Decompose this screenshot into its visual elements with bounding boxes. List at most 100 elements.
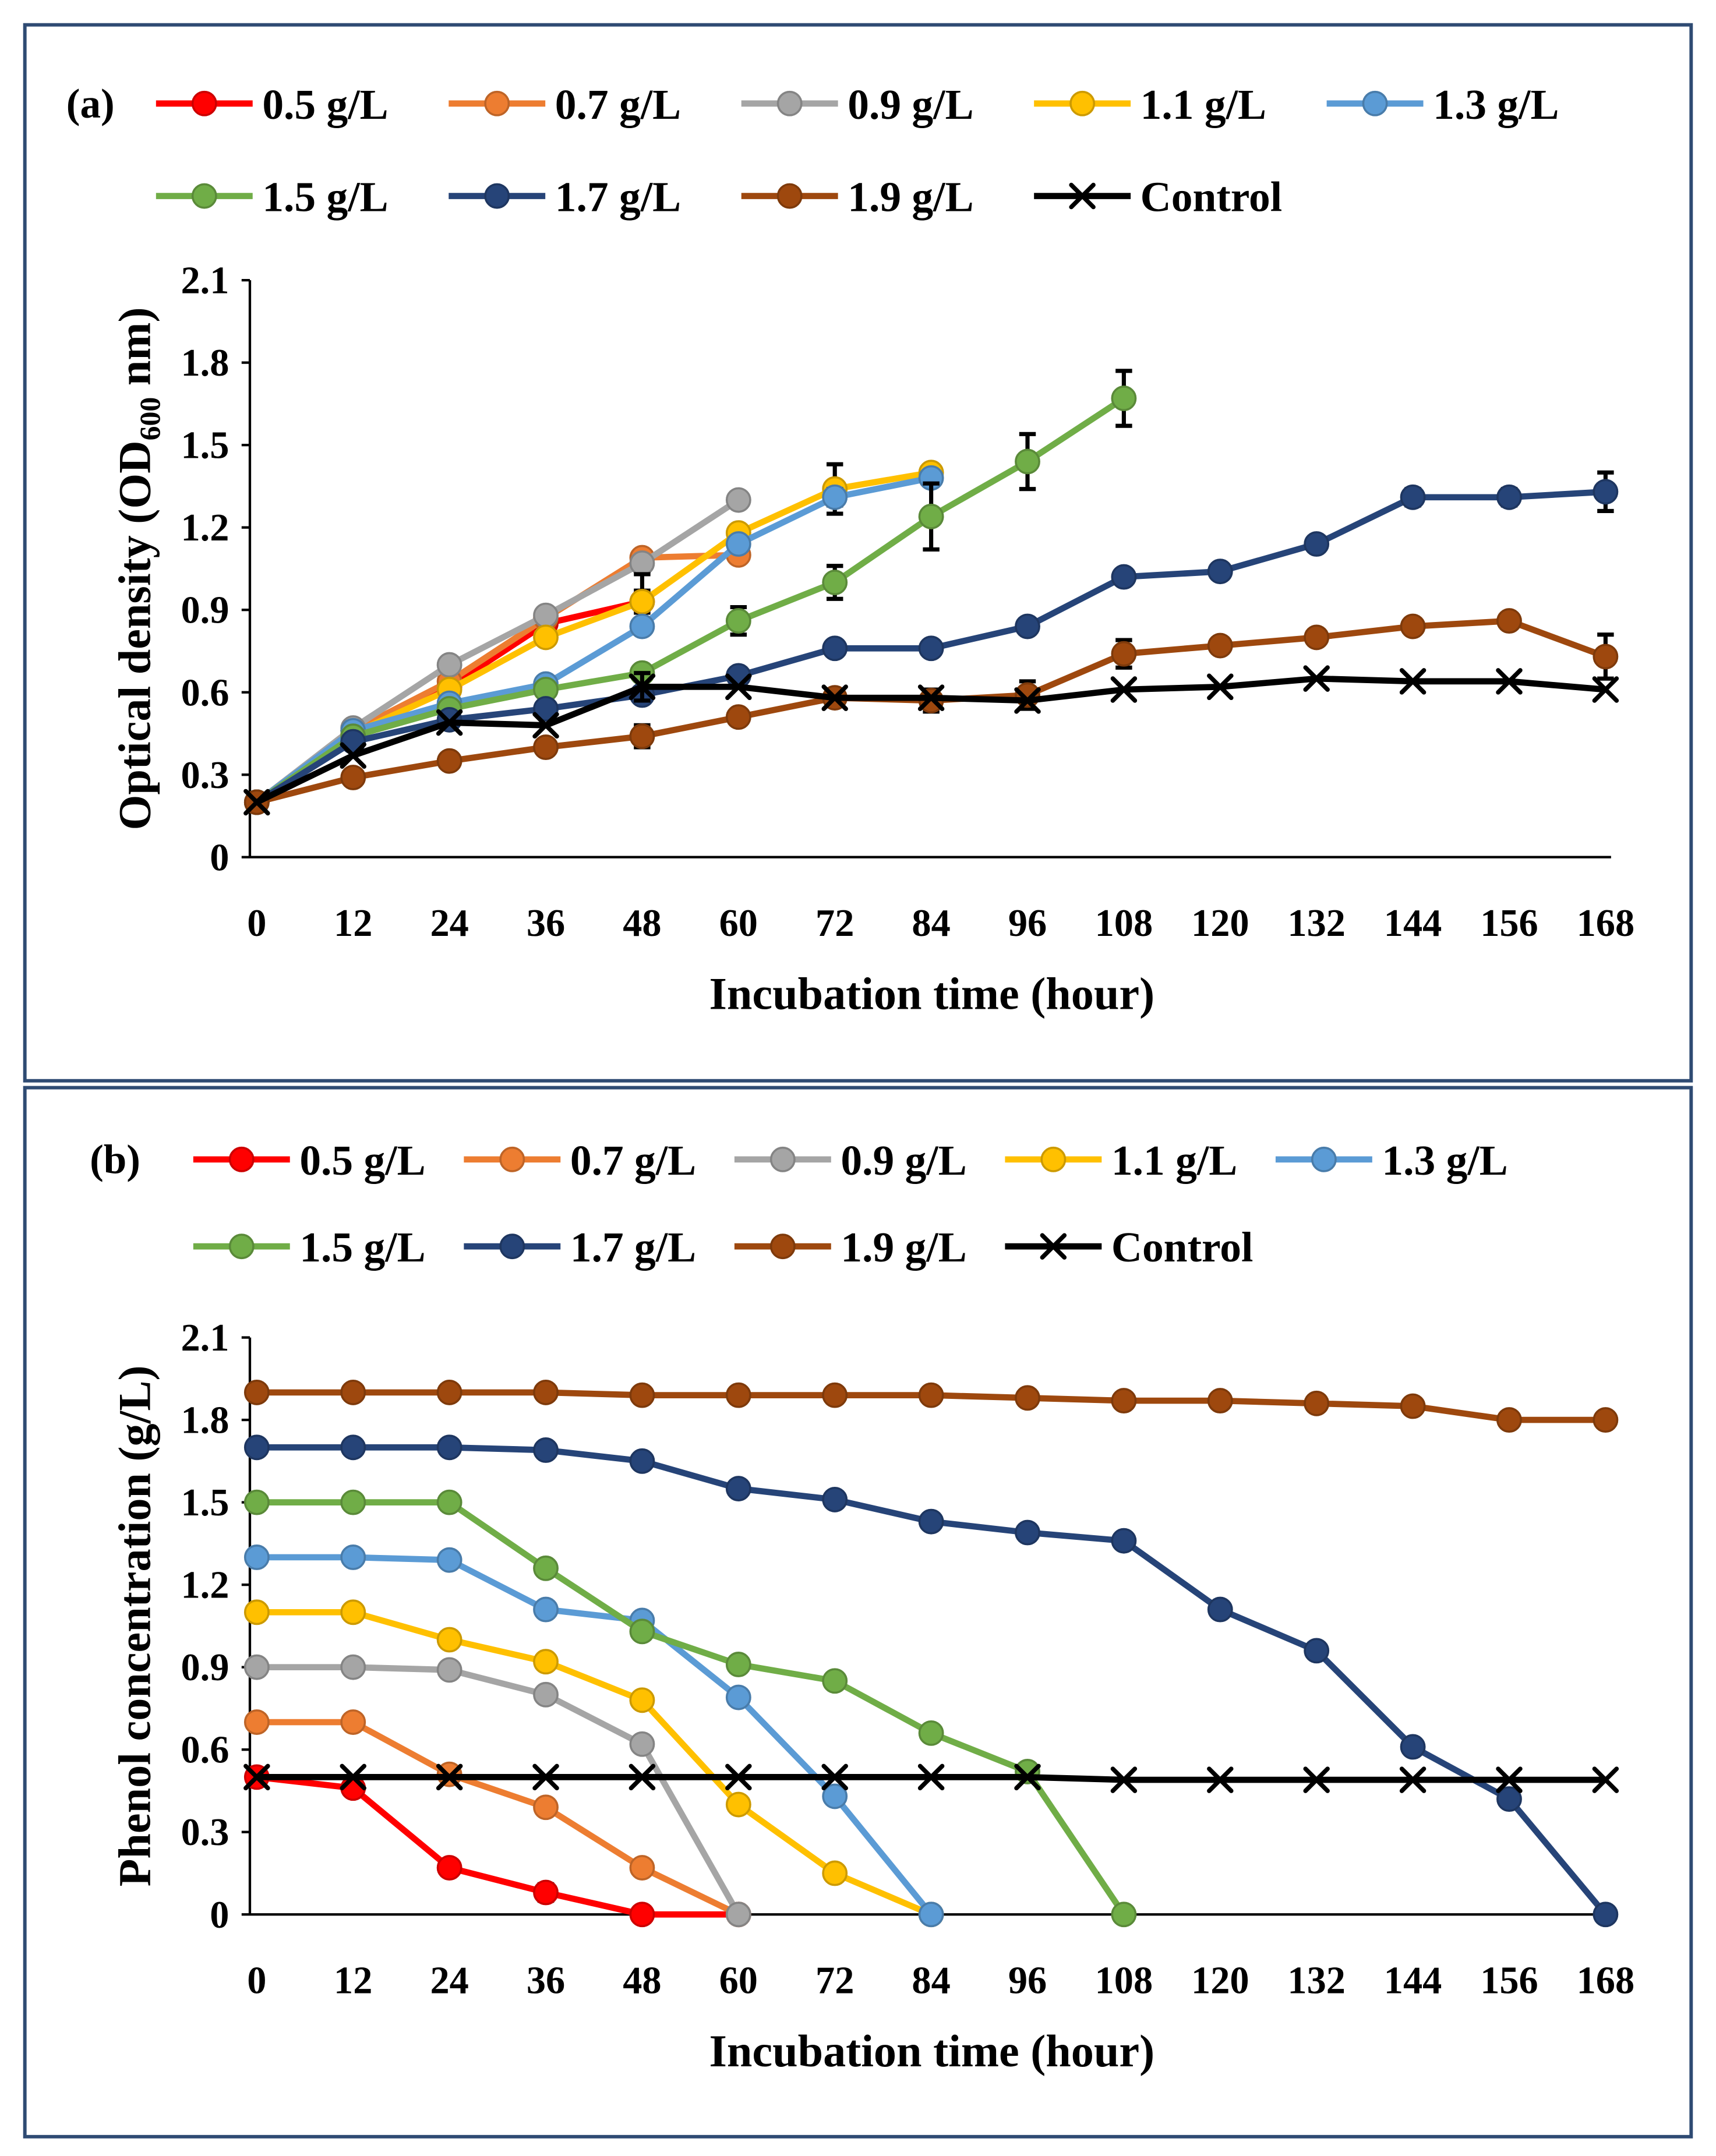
panel-b-y-tick-label: 0.6 — [181, 1729, 229, 1772]
panel-b-legend-item-1-3-g-l: 1.3 g/L — [1275, 1137, 1508, 1184]
x-marker-stroke — [1303, 665, 1330, 692]
x-marker-stroke — [340, 742, 366, 769]
panel-a-point-1-7-g-l-t108 — [1111, 564, 1137, 590]
panel-a-point-1-9-g-l-t12 — [340, 765, 366, 790]
legend-swatch-marker — [191, 183, 217, 209]
panel-a-point-1-1-g-l-t36 — [533, 624, 559, 651]
panel-a-point-control-t96 — [1014, 687, 1041, 714]
x-marker-stroke — [1399, 1766, 1427, 1793]
legend-swatch-marker — [484, 183, 510, 209]
panel-b-point-0-5-g-l-t48 — [629, 1901, 655, 1928]
panel-b-point-1-9-g-l-t72 — [822, 1382, 848, 1408]
legend-swatch-marker — [191, 90, 217, 116]
panel-a-point-1-3-g-l-t48 — [629, 613, 655, 639]
panel-b-legend-item-0-5-g-l: 0.5 g/L — [193, 1137, 426, 1184]
panel-a-point-1-9-g-l-t168 — [1593, 644, 1619, 670]
x-marker-stroke — [725, 673, 752, 701]
panel-b-point-1-3-g-l-t36 — [533, 1596, 559, 1623]
panel-a-point-1-9-g-l-t144 — [1400, 613, 1426, 639]
panel-a-point-1-9-g-l-t60 — [725, 704, 751, 730]
panel-b-point-control-t36 — [532, 1763, 559, 1791]
panel-b-point-1-9-g-l-t156 — [1496, 1407, 1522, 1433]
panel-a-legend-item-1-7-g-l: 1.7 g/L — [449, 174, 681, 221]
legend-label: 1.3 g/L — [1382, 1137, 1507, 1184]
panel-b-x-tick-label: 48 — [623, 1959, 661, 2002]
panel-b-point-1-3-g-l-t24 — [436, 1547, 462, 1573]
panel-a-point-1-9-g-l-t36 — [533, 734, 559, 761]
panel-b-point-1-7-g-l-t24 — [436, 1434, 462, 1461]
panel-b-x-tick-label: 84 — [912, 1959, 950, 2002]
x-marker-stroke — [1496, 1766, 1523, 1793]
y-axis-title-text: Optical density (OD — [109, 440, 160, 830]
legend-label: 0.9 g/L — [848, 81, 973, 128]
panel-b-point-1-7-g-l-t36 — [533, 1437, 559, 1463]
panel-b-point-1-9-g-l-t132 — [1304, 1390, 1330, 1416]
panel-b-point-1-5-g-l-t24 — [436, 1489, 462, 1515]
panel-b-point-1-7-g-l-t120 — [1207, 1596, 1233, 1623]
panel-a-point-1-9-g-l-t108 — [1111, 641, 1137, 667]
x-marker-stroke — [340, 1763, 366, 1791]
panel-a-y-tick-label: 1.2 — [181, 507, 229, 549]
panel-a-x-tick-label: 96 — [1008, 902, 1047, 945]
legend-label: Control — [1111, 1224, 1254, 1271]
panel-b-plot-area — [243, 1379, 1619, 1928]
x-marker-stroke — [725, 1763, 752, 1791]
panel-b-x-tick-label: 120 — [1191, 1959, 1249, 2002]
panel-b-point-1-7-g-l-t84 — [918, 1508, 944, 1535]
panel-a-x-tick-label: 0 — [247, 902, 266, 945]
x-marker-stroke — [917, 1763, 945, 1791]
y-axis-title-suffix: nm) — [109, 307, 160, 397]
x-marker-stroke — [532, 712, 559, 739]
panel-a-point-1-7-g-l-t96 — [1015, 613, 1040, 639]
legend-swatch-marker — [499, 1146, 525, 1172]
panel-b-point-1-5-g-l-t60 — [725, 1652, 751, 1677]
panel-a-x-tick-label: 72 — [815, 902, 854, 945]
panel-a-point-control-t156 — [1496, 668, 1523, 695]
panel-b-point-1-7-g-l-t12 — [340, 1434, 366, 1461]
panel-a-legend-item-control: Control — [1034, 174, 1282, 221]
legend-swatch-marker — [484, 90, 510, 116]
panel-a-point-1-9-g-l-t120 — [1207, 632, 1233, 659]
panel-a-point-control-t24 — [436, 709, 463, 736]
panel-a-point-control-t36 — [532, 712, 559, 739]
panel-a-point-1-5-g-l-t72 — [822, 570, 848, 595]
panel-b-point-0-9-g-l-t48 — [629, 1731, 655, 1757]
x-marker-stroke — [1303, 1766, 1330, 1793]
panel-b-line-0-7-g-l — [256, 1719, 740, 1918]
panel-b-point-control-t96 — [1014, 1763, 1041, 1791]
panel-b-label: (b) — [90, 1137, 140, 1183]
panel-b-point-1-7-g-l-t48 — [629, 1448, 655, 1474]
panel-a-point-1-5-g-l-t96 — [1015, 448, 1040, 475]
panel-b-point-1-9-g-l-t84 — [918, 1382, 944, 1408]
x-marker-stroke — [821, 684, 848, 711]
panel-b-point-control-t48 — [629, 1763, 656, 1791]
panel-a-x-tick-label: 12 — [334, 902, 372, 945]
panel-a-x-tick-label: 168 — [1577, 902, 1635, 945]
panel-a-legend-item-0-7-g-l: 0.7 g/L — [449, 81, 681, 128]
panel-b-point-1-7-g-l-t168 — [1593, 1901, 1619, 1928]
x-marker-stroke — [436, 1763, 463, 1791]
panel-a-x-tick-label: 108 — [1095, 902, 1153, 945]
panel-b-point-1-9-g-l-t0 — [243, 1379, 270, 1405]
panel-a-point-control-t60 — [725, 673, 752, 701]
panel-b: (b) 0 0.3 0.6 0.9 1.2 1.5 1.8 2.1 0 12 24 36 48 60 72 84… — [23, 1086, 1693, 2139]
panel-b-x-tick-label: 24 — [430, 1959, 468, 2002]
legend-label: Control — [1141, 174, 1283, 221]
panel-a-y-tick-label: 1.5 — [181, 425, 229, 467]
panel-a-legend: 0.5 g/L 0.7 g/L 0.9 g/L 1.1 g/L 1.3 g/L 1.5 g… — [156, 81, 1559, 221]
panel-b-y-tick-label: 2.1 — [181, 1317, 229, 1359]
panel-b-x-tick-label: 12 — [334, 1959, 372, 2002]
legend-swatch-marker — [1311, 1146, 1337, 1172]
panel-b-point-1-7-g-l-t108 — [1111, 1528, 1137, 1554]
panel-b-legend-item-1-9-g-l: 1.9 g/L — [734, 1224, 967, 1271]
panel-a-point-0-9-g-l-t48 — [629, 550, 655, 576]
x-marker-stroke — [532, 1763, 559, 1791]
panel-a: (a) 0 0.3 0.6 0.9 1.2 1.5 1.8 2.1 0 12 24 36 48 60 72 84… — [23, 23, 1693, 1083]
panel-a-x-tick-label: 156 — [1480, 902, 1538, 945]
legend-swatch-marker — [1069, 182, 1096, 210]
x-marker-stroke — [243, 789, 270, 816]
panel-a-y-axis-title: Optical density (OD600 nm) — [109, 307, 166, 830]
legend-label: 1.5 g/L — [262, 174, 388, 221]
panel-a-y-tick-label: 2.1 — [181, 260, 229, 302]
